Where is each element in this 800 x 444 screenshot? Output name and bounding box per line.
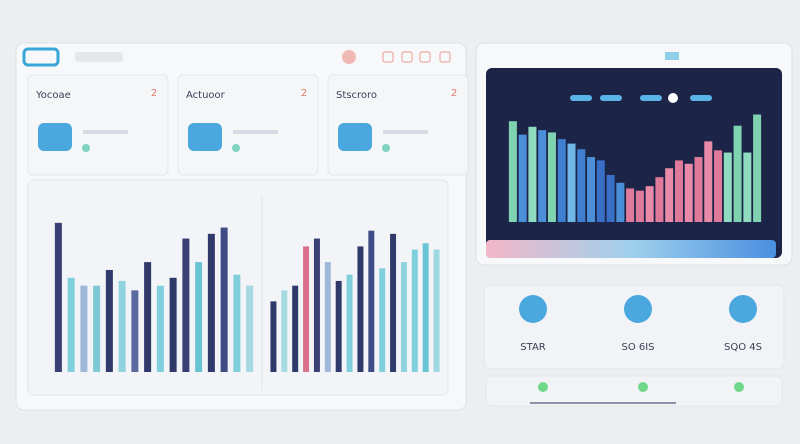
bar (303, 246, 310, 372)
bar (528, 126, 537, 222)
bar (368, 230, 375, 372)
bar (753, 114, 762, 222)
card-icon (188, 123, 222, 151)
widget-label: SQO 4S (724, 342, 762, 353)
bar (743, 152, 752, 222)
bar (220, 227, 228, 372)
bar (195, 262, 203, 372)
widget-label: STAR (520, 342, 546, 353)
bar (587, 157, 596, 222)
bar (270, 301, 277, 372)
bar (723, 152, 732, 222)
timeline (486, 240, 776, 258)
bar (313, 238, 320, 372)
bar (508, 121, 517, 222)
bar (292, 285, 299, 372)
logo (22, 47, 60, 67)
bar (674, 160, 683, 222)
bar (422, 243, 429, 372)
bar (645, 186, 654, 222)
card-line (383, 130, 428, 134)
bar (379, 268, 386, 372)
bar (733, 125, 742, 222)
bar (80, 285, 88, 372)
card-value: 2 (301, 88, 307, 99)
toggle[interactable] (668, 93, 678, 103)
bar (665, 168, 674, 222)
bar (324, 262, 331, 372)
bar (156, 285, 164, 372)
card-value: 2 (451, 88, 457, 99)
card-line (233, 130, 278, 134)
bar (93, 285, 101, 372)
bar (635, 190, 644, 222)
widget-icon[interactable] (729, 295, 757, 323)
bar (131, 290, 139, 372)
bar (335, 280, 342, 372)
card-dot (232, 144, 240, 152)
bar (547, 132, 556, 222)
bar (346, 274, 353, 372)
bar (357, 246, 364, 372)
bar (596, 160, 605, 222)
tab[interactable] (600, 95, 622, 101)
icon[interactable] (419, 51, 431, 63)
widget-icon[interactable] (624, 295, 652, 323)
search-box[interactable] (75, 52, 123, 62)
card-icon (338, 123, 372, 151)
avatar[interactable] (342, 50, 356, 64)
status-bar (485, 375, 783, 407)
card-label: Actuoor (186, 90, 226, 101)
widget-panel (483, 284, 785, 370)
bar (684, 163, 693, 222)
bar (411, 249, 418, 372)
icon[interactable] (382, 51, 394, 63)
bar (616, 182, 625, 222)
card-icon (38, 123, 72, 151)
icon[interactable] (439, 51, 451, 63)
bar (400, 262, 407, 372)
bar (567, 143, 576, 222)
card-dot (382, 144, 390, 152)
widget-label: SO 6IS (621, 342, 654, 353)
bar (105, 269, 113, 372)
bar (518, 134, 527, 222)
bar (704, 141, 713, 222)
card-label: Yocoae (35, 90, 71, 101)
bar (54, 222, 62, 372)
bar (390, 233, 397, 372)
bar (67, 277, 75, 372)
bar (538, 130, 547, 222)
tab[interactable] (690, 95, 712, 101)
bar (433, 249, 440, 372)
icon[interactable] (665, 52, 679, 60)
bar (557, 139, 566, 222)
bar (714, 150, 723, 222)
tab[interactable] (640, 95, 662, 101)
bar (281, 290, 288, 372)
tab[interactable] (570, 95, 592, 101)
bar (182, 238, 190, 372)
card-value: 2 (151, 88, 157, 99)
icon[interactable] (401, 51, 413, 63)
bar (577, 149, 586, 222)
bar (606, 174, 615, 222)
card-label: Stscroro (336, 90, 377, 101)
status-dot (538, 382, 548, 392)
bar (233, 274, 241, 372)
bar (207, 233, 215, 372)
bar (118, 280, 126, 372)
bar (626, 188, 635, 222)
card-line (83, 130, 128, 134)
bar (169, 277, 177, 372)
status-dot (638, 382, 648, 392)
card-dot (82, 144, 90, 152)
bar (694, 157, 703, 222)
widget-icon[interactable] (519, 295, 547, 323)
bar (655, 177, 664, 222)
bar (246, 285, 254, 372)
bar (144, 262, 152, 372)
status-dot (734, 382, 744, 392)
